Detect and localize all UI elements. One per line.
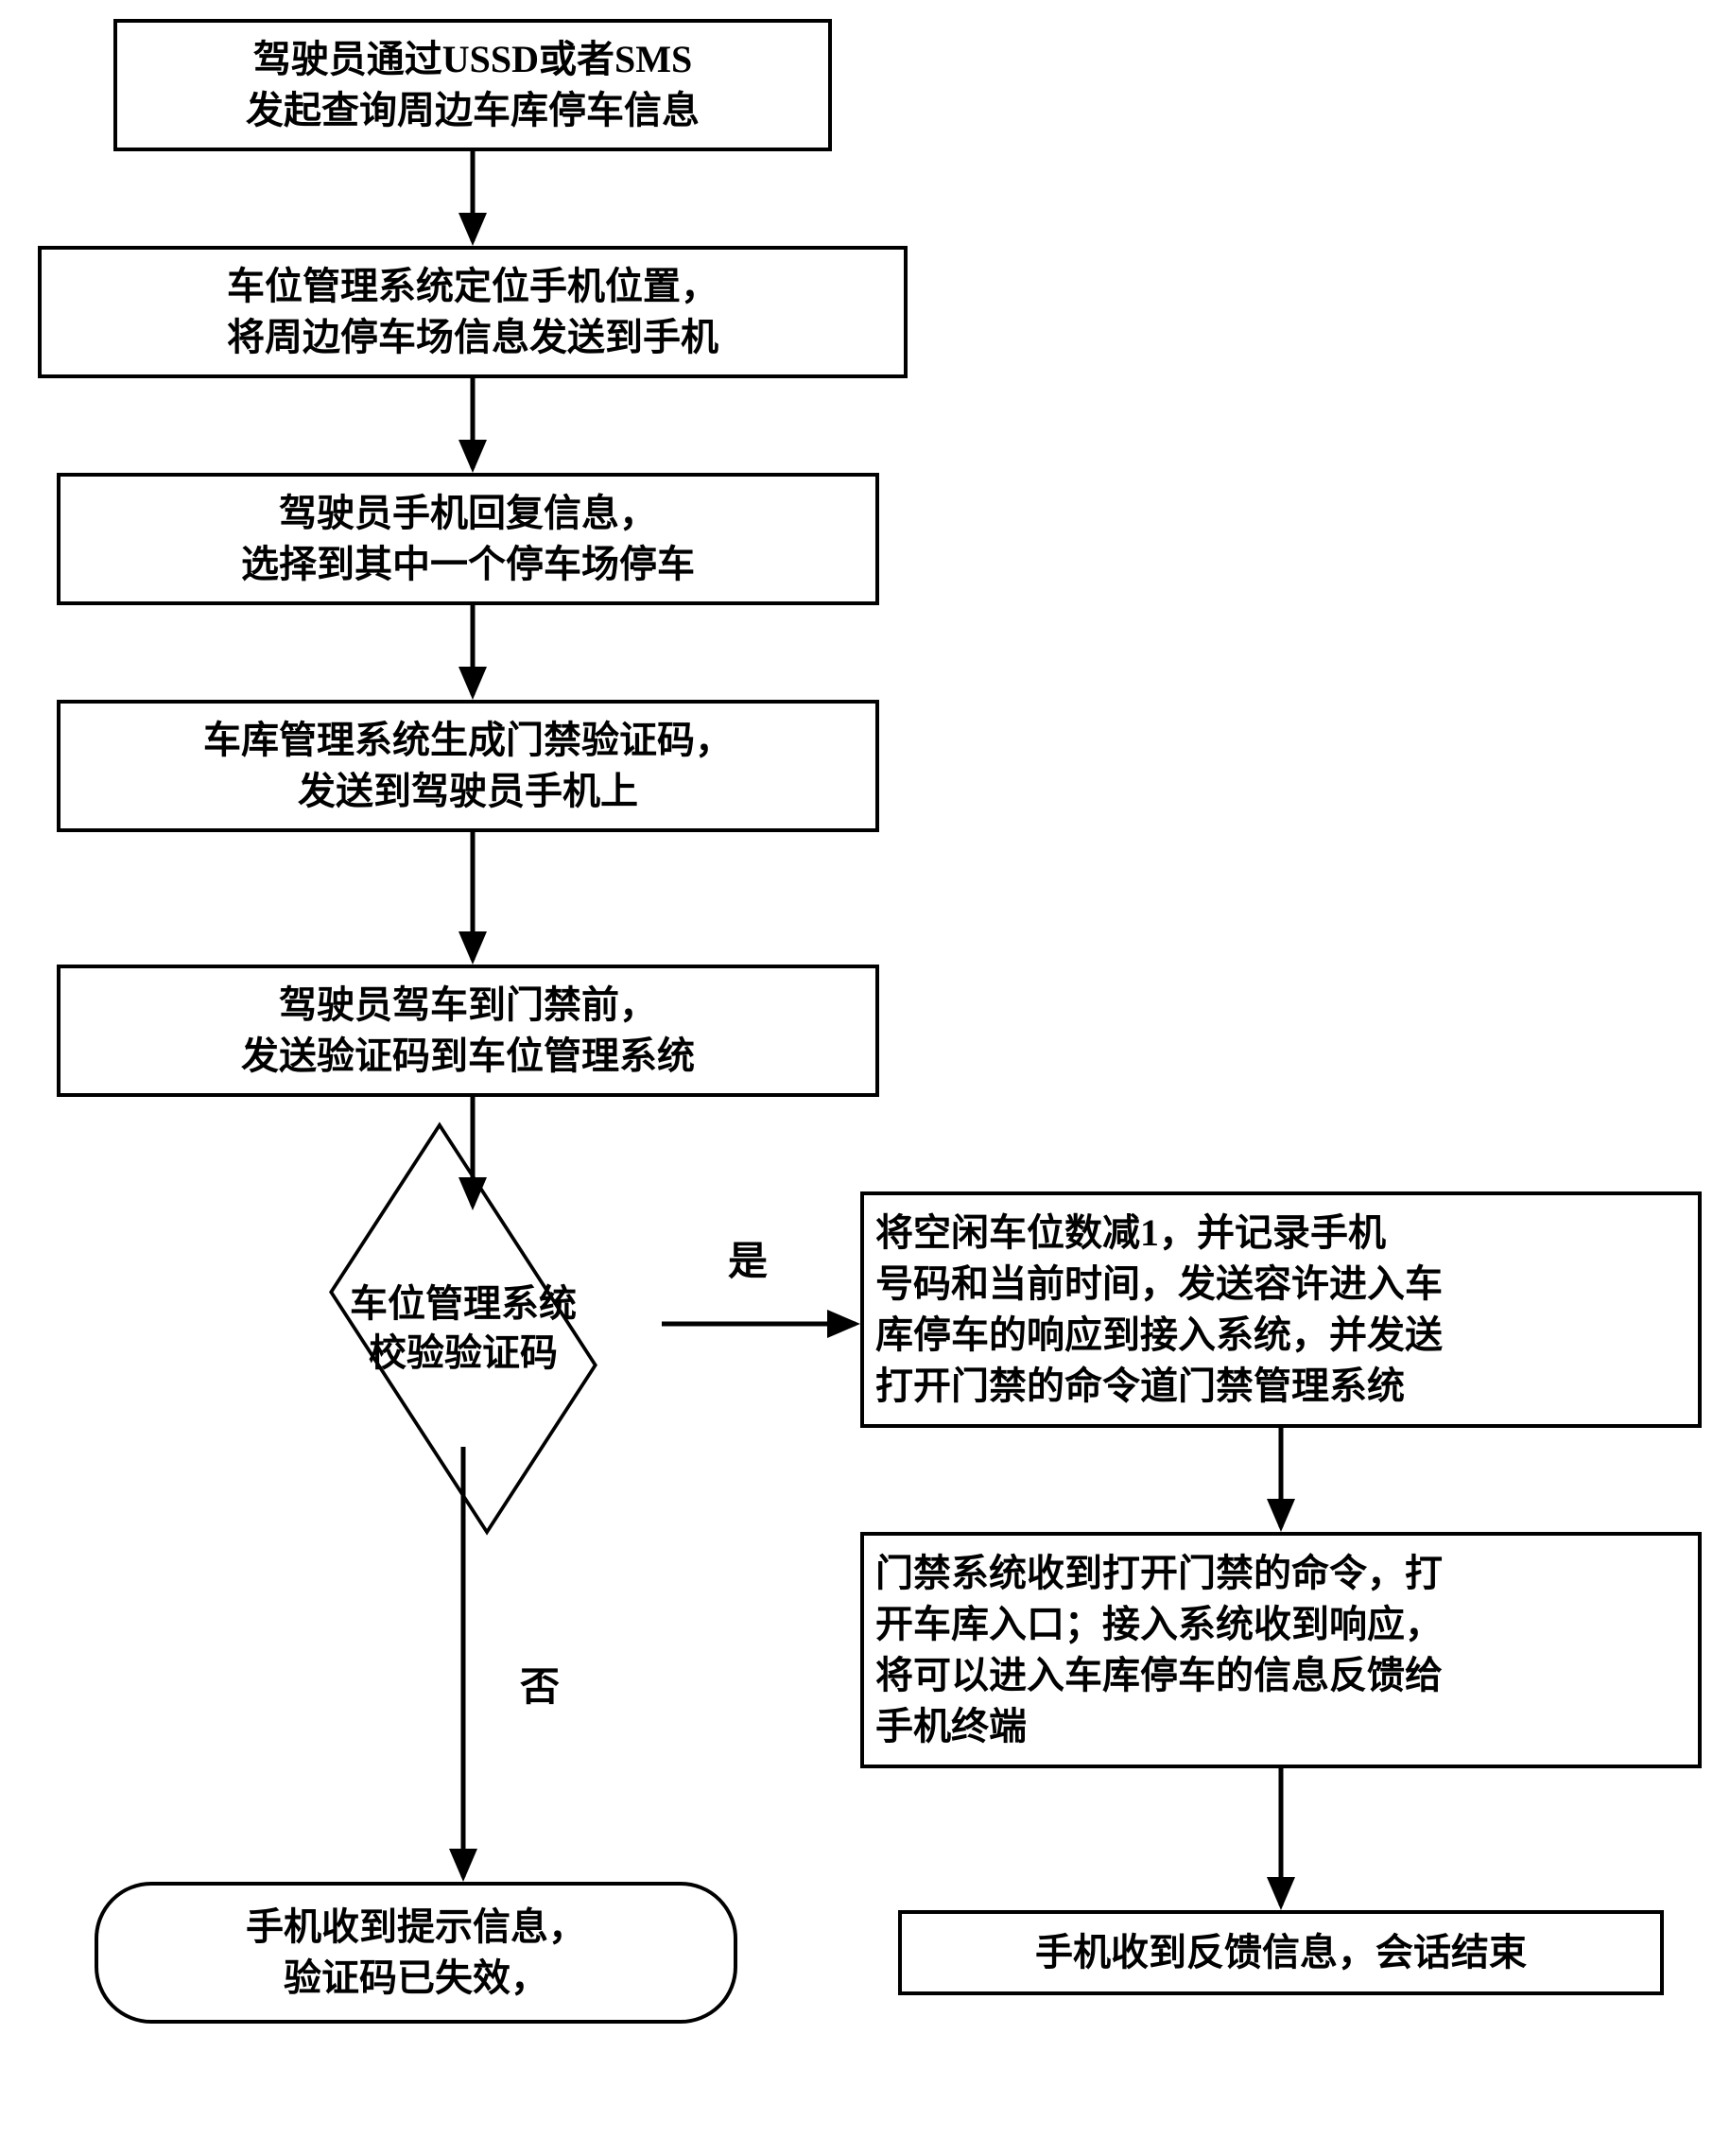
node-text: 手机收到反馈信息，会话结束	[1035, 1927, 1527, 1978]
terminator-node: 手机收到提示信息， 验证码已失效，	[95, 1882, 737, 2024]
node-text: 发送到驾驶员手机上	[298, 770, 638, 812]
process-node-2: 车位管理系统定位手机位置， 将周边停车场信息发送到手机	[38, 246, 908, 378]
process-node-6: 将空闲车位数减1，并记录手机 号码和当前时间，发送容许进入车 库停车的响应到接入…	[860, 1191, 1702, 1428]
node-text: 校验验证码	[369, 1331, 558, 1374]
node-text: 发送验证码到车位管理系统	[241, 1035, 695, 1077]
process-node-3: 驾驶员手机回复信息， 选择到其中一个停车场停车	[57, 473, 879, 605]
edge-label-yes: 是	[728, 1229, 768, 1287]
node-text: 号码和当前时间，发送容许进入车	[875, 1262, 1443, 1305]
node-text: 将空闲车位数减1，并记录手机	[875, 1211, 1386, 1254]
decision-node: 车位管理系统 校验验证码	[321, 1229, 605, 1428]
node-text: 门禁系统收到打开门禁的命令，打	[875, 1552, 1443, 1594]
node-text: 驾驶员手机回复信息，	[279, 492, 657, 534]
node-text: 车位管理系统	[350, 1282, 577, 1325]
process-node-7: 门禁系统收到打开门禁的命令，打 开车库入口；接入系统收到响应， 将可以进入车库停…	[860, 1532, 1702, 1768]
node-text: 驾驶员通过USSD或者SMS	[253, 38, 693, 80]
node-text: 验证码已失效，	[284, 1956, 548, 1999]
node-text: 将可以进入车库停车的信息反馈给	[875, 1654, 1443, 1696]
process-node-8: 手机收到反馈信息，会话结束	[898, 1910, 1664, 1995]
node-text: 车库管理系统生成门禁验证码，	[203, 719, 733, 761]
node-text: 车位管理系统定位手机位置，	[227, 265, 718, 307]
process-node-4: 车库管理系统生成门禁验证码， 发送到驾驶员手机上	[57, 700, 879, 832]
node-text: 将周边停车场信息发送到手机	[227, 316, 718, 358]
node-text: 选择到其中一个停车场停车	[241, 543, 695, 585]
node-text: 手机终端	[875, 1705, 1027, 1747]
node-text: 打开门禁的命令道门禁管理系统	[875, 1365, 1405, 1407]
process-node-5: 驾驶员驾车到门禁前， 发送验证码到车位管理系统	[57, 965, 879, 1097]
node-text: 手机收到提示信息，	[246, 1905, 586, 1948]
edge-label-no: 否	[520, 1655, 560, 1713]
node-text: 库停车的响应到接入系统，并发送	[875, 1313, 1443, 1356]
process-node-1: 驾驶员通过USSD或者SMS 发起查询周边车库停车信息	[113, 19, 832, 151]
node-text: 开车库入口；接入系统收到响应，	[875, 1603, 1443, 1645]
node-text: 驾驶员驾车到门禁前，	[279, 983, 657, 1026]
node-text: 发起查询周边车库停车信息	[246, 89, 700, 131]
